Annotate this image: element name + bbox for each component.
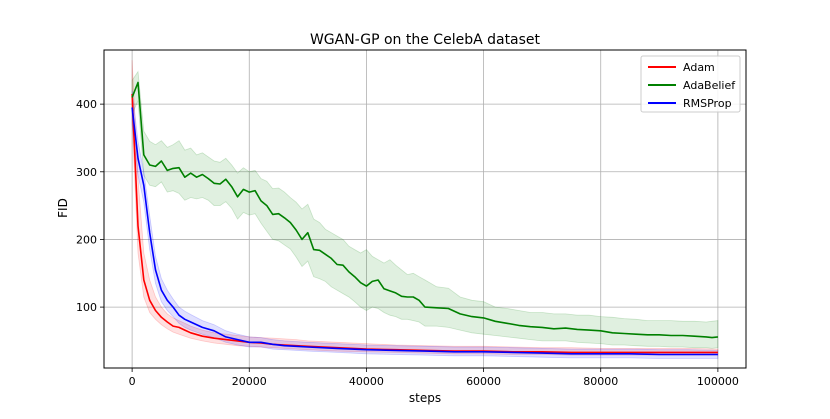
chart-title: WGAN-GP on the CelebA dataset [310, 32, 541, 48]
x-axis-label: steps [409, 391, 441, 405]
adabelief-band [131, 70, 719, 349]
legend: Adam AdaBelief RMSProp [640, 55, 741, 113]
adabelief-legend-label: AdaBelief [683, 79, 736, 92]
rmsprop-legend-label: RMSProp [683, 97, 732, 110]
x-tick-label: 40000 [349, 375, 384, 388]
adam-legend-label: Adam [683, 61, 715, 74]
y-tick-label: 400 [76, 98, 97, 111]
adabelief-line [131, 81, 718, 339]
rmsprop-band [131, 90, 719, 359]
y-axis-label: FID [56, 198, 70, 218]
series-lines [131, 81, 718, 356]
rmsprop-line [131, 107, 718, 356]
y-tick-label: 200 [76, 233, 97, 246]
x-tick-label: 100000 [697, 375, 739, 388]
legend-box [640, 55, 741, 113]
y-tick-label: 300 [76, 166, 97, 179]
confidence-bands [131, 60, 719, 359]
x-tick-label: 60000 [466, 375, 501, 388]
x-tick-label: 0 [129, 375, 136, 388]
y-tick-label: 100 [76, 301, 97, 314]
x-tick-label: 80000 [583, 375, 618, 388]
plot-frame [103, 49, 747, 369]
x-tick-label: 20000 [232, 375, 267, 388]
axis-ticks: 0 20000 40000 60000 80000 100000 100 200 300 400 [76, 98, 739, 388]
